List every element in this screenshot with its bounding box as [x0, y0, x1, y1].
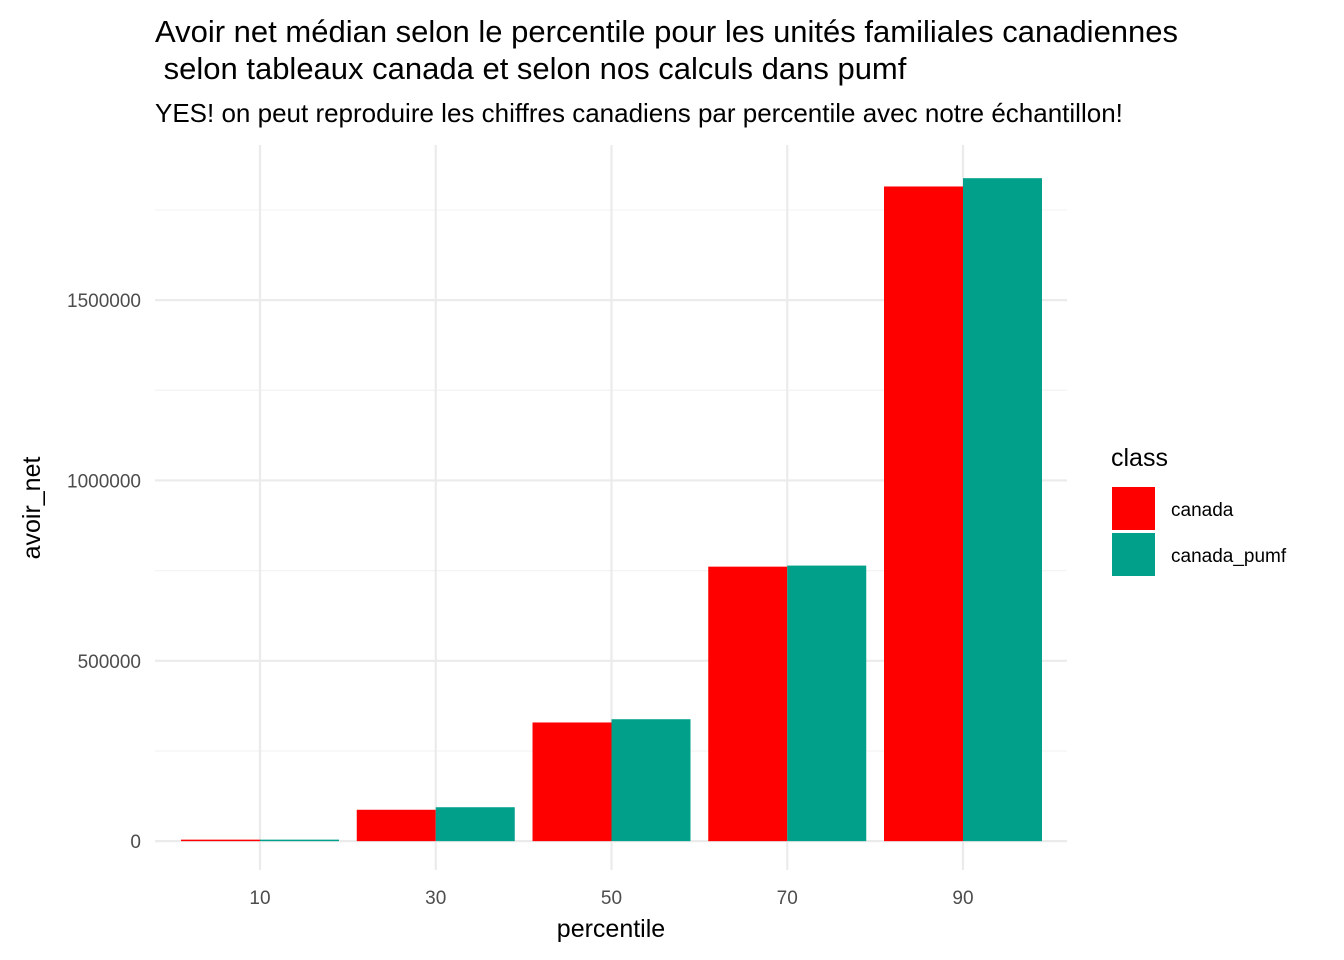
x-tick-label: 50 [601, 888, 622, 909]
bar-canada-pumf-90 [963, 178, 1042, 842]
x-axis-ticks: 10 30 50 70 90 [249, 888, 973, 909]
bar-canada-50 [532, 722, 612, 842]
bar-canada-70 [708, 566, 788, 842]
legend-label-canada: canada [1171, 500, 1234, 521]
x-axis-title: percentile [557, 915, 665, 943]
y-tick-label: 1000000 [67, 471, 141, 492]
legend-key-canada [1112, 487, 1155, 530]
legend-key-canada-pumf [1112, 533, 1155, 576]
bar-canada-90 [884, 186, 963, 842]
x-tick-label: 90 [952, 888, 973, 909]
x-tick-label: 10 [249, 888, 270, 909]
bar-canada-pumf-10 [260, 839, 339, 842]
bar-canada-pumf-30 [435, 807, 515, 842]
chart-title-line-1: Avoir net médian selon le percentile pou… [155, 14, 1178, 49]
y-tick-label: 500000 [78, 652, 141, 673]
y-axis-ticks: 0 500000 1000000 1500000 [67, 291, 141, 853]
chart-title-line-2: selon tableaux canada et selon nos calcu… [155, 51, 907, 86]
legend-title: class [1111, 444, 1168, 472]
chart-subtitle: YES! on peut reproduire les chiffres can… [155, 98, 1123, 128]
bar-canada-pumf-50 [611, 719, 691, 842]
y-tick-label: 1500000 [67, 291, 141, 312]
bar-canada-10 [181, 839, 260, 842]
y-axis-title: avoir_net [18, 457, 46, 560]
bar-canada-pumf-70 [787, 565, 867, 842]
y-tick-label: 0 [130, 832, 141, 853]
legend-label-canada-pumf: canada_pumf [1171, 546, 1287, 567]
legend: class canada canada_pumf [1111, 444, 1287, 576]
bar-group [181, 178, 1042, 842]
x-tick-label: 70 [777, 888, 798, 909]
x-tick-label: 30 [425, 888, 446, 909]
bar-canada-30 [356, 809, 436, 842]
